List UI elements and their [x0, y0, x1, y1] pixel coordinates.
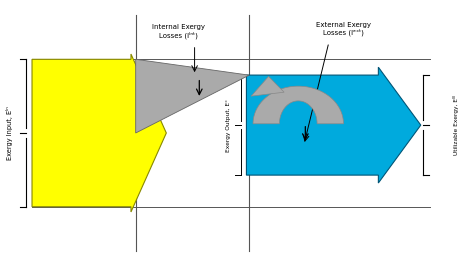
Polygon shape: [253, 86, 344, 124]
Polygon shape: [136, 59, 249, 133]
Text: Utilizable Exergy, Eᴵᴵᴵ: Utilizable Exergy, Eᴵᴵᴵ: [453, 95, 459, 155]
Text: Exergy Input, Eᴵⁿ: Exergy Input, Eᴵⁿ: [6, 106, 13, 160]
FancyArrow shape: [246, 67, 421, 183]
Polygon shape: [251, 76, 284, 96]
Text: External Exergy
Losses (Iᵉˣᵗ): External Exergy Losses (Iᵉˣᵗ): [316, 22, 371, 36]
Text: Exergy Output, E°: Exergy Output, E°: [227, 98, 231, 152]
Text: Internal Exergy
Losses (Iᴵⁿᵗ): Internal Exergy Losses (Iᴵⁿᵗ): [152, 24, 205, 39]
FancyArrow shape: [32, 54, 166, 212]
